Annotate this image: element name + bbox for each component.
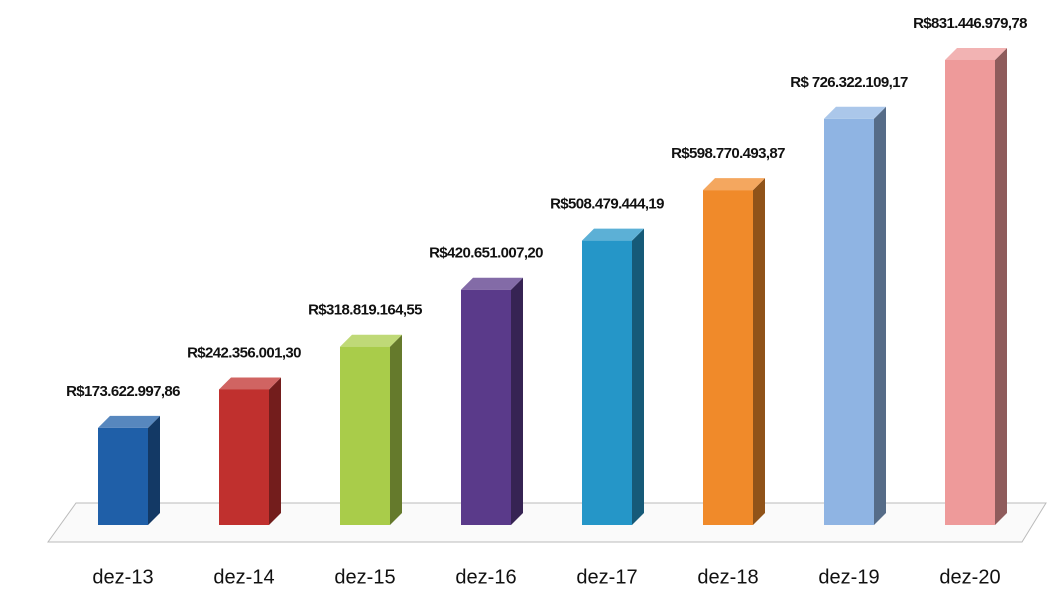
bar-top xyxy=(219,377,281,390)
bar-top xyxy=(824,106,886,119)
x-tick-label: dez-13 xyxy=(92,566,153,588)
bar-side xyxy=(995,48,1007,525)
bar-top xyxy=(945,48,1007,60)
bar xyxy=(582,240,632,525)
value-label: R$ 726.322.109,17 xyxy=(790,74,908,91)
bar xyxy=(824,118,874,526)
bar-side xyxy=(632,228,644,525)
value-label: R$831.446.979,78 xyxy=(913,15,1027,32)
x-tick-label: dez-20 xyxy=(939,566,1000,588)
bar xyxy=(340,346,390,525)
bar-top xyxy=(461,277,523,290)
bar xyxy=(703,190,753,525)
bar-top xyxy=(582,228,644,241)
bar-top xyxy=(340,334,402,347)
value-label: R$508.479.444,19 xyxy=(550,196,664,213)
floor xyxy=(47,502,1047,543)
bar-top xyxy=(703,178,765,191)
x-tick-label: dez-15 xyxy=(334,566,395,588)
x-tick-label: dez-17 xyxy=(576,566,637,588)
value-label: R$242.356.001,30 xyxy=(187,344,301,361)
x-tick-label: dez-19 xyxy=(818,566,879,588)
bar xyxy=(219,389,269,525)
bar-side xyxy=(511,277,523,525)
bar-side xyxy=(269,377,281,525)
bar-side xyxy=(390,334,402,525)
value-label: R$318.819.164,55 xyxy=(308,302,422,319)
bar xyxy=(98,427,148,525)
bar xyxy=(461,289,511,525)
value-label: R$173.622.997,86 xyxy=(66,383,180,400)
bar-side xyxy=(753,178,765,525)
value-label: R$420.651.007,20 xyxy=(429,245,543,262)
x-tick-label: dez-14 xyxy=(213,566,274,588)
bar-top xyxy=(98,415,160,428)
bar xyxy=(945,60,995,525)
value-label: R$598.770.493,87 xyxy=(671,145,785,162)
x-tick-label: dez-16 xyxy=(455,566,516,588)
bar-side xyxy=(148,415,160,525)
x-tick-label: dez-18 xyxy=(697,566,758,588)
bar-side xyxy=(874,106,886,526)
